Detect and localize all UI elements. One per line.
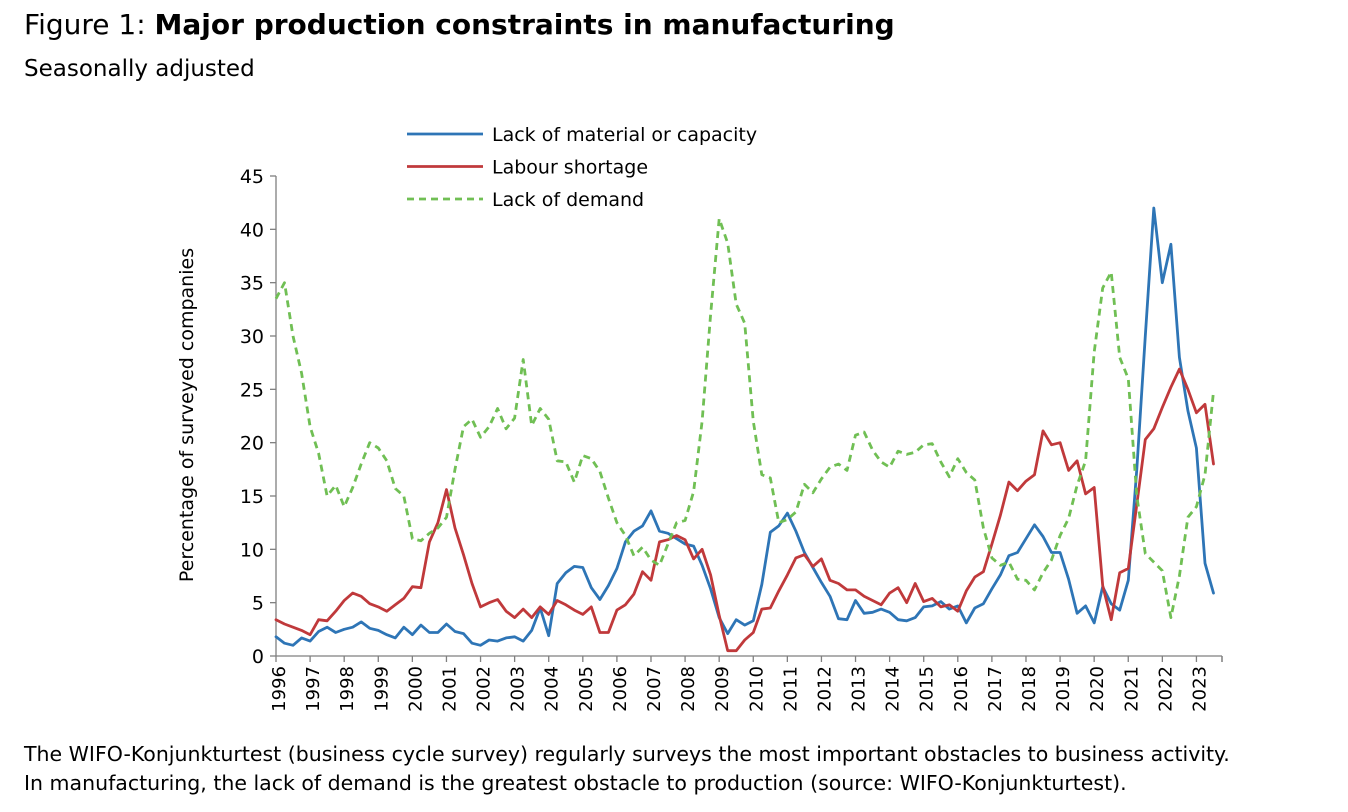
y-tick-label: 30 xyxy=(240,326,264,348)
y-tick-label: 10 xyxy=(240,539,264,561)
y-tick-label: 5 xyxy=(252,593,264,615)
y-tick-label: 25 xyxy=(240,379,264,401)
x-tick-label: 2018 xyxy=(1019,666,1040,712)
caption-line-2: In manufacturing, the lack of demand is … xyxy=(24,771,1127,795)
legend-label: Lack of material or capacity xyxy=(492,124,757,146)
x-tick-label: 2006 xyxy=(610,666,631,712)
x-tick-label: 2001 xyxy=(439,666,460,712)
figure-title: Figure 1: Major production constraints i… xyxy=(24,8,895,41)
x-tick-label: 2020 xyxy=(1087,666,1108,712)
y-tick-label: 45 xyxy=(240,166,264,188)
x-tick-label: 1996 xyxy=(269,666,290,712)
legend-label: Labour shortage xyxy=(492,157,648,179)
y-tick-label: 0 xyxy=(252,646,264,668)
chart-series xyxy=(274,206,1215,653)
x-tick-label: 2023 xyxy=(1189,666,1210,712)
x-tick-label: 2019 xyxy=(1053,666,1074,712)
x-tick-label: 1997 xyxy=(303,666,324,712)
y-tick-label: 20 xyxy=(240,433,264,455)
chart-legend: Lack of material or capacity Labour short… xyxy=(407,124,757,211)
figure-title-text: Major production constraints in manufact… xyxy=(154,8,895,41)
series-line-2 xyxy=(274,367,1215,653)
caption-line-1: The WIFO-Konjunkturtest (business cycle … xyxy=(24,742,1230,766)
figure-caption: The WIFO-Konjunkturtest (business cycle … xyxy=(24,740,1344,798)
y-tick-label: 35 xyxy=(240,273,264,295)
x-tick-label: 2015 xyxy=(917,666,938,712)
x-tick-label: 2007 xyxy=(644,666,665,712)
line-chart: 0 5 10 15 20 25 30 35 40 45 1996 1997 1998 1999 2000 20… xyxy=(176,124,1223,712)
x-tick-label: 2021 xyxy=(1121,666,1142,712)
y-axis-label: Percentage of surveyed companies xyxy=(176,248,198,582)
x-tick-label: 2017 xyxy=(985,666,1006,712)
x-tick-label: 2009 xyxy=(712,666,733,712)
series-line-3 xyxy=(274,217,1215,619)
x-tick-label: 2008 xyxy=(678,666,699,712)
x-tick-label: 2014 xyxy=(883,666,904,712)
y-tick-label: 15 xyxy=(240,486,264,508)
x-tick-label: 2022 xyxy=(1155,666,1176,712)
x-tick-label: 1999 xyxy=(371,666,392,712)
x-tick-label: 2011 xyxy=(780,666,801,712)
x-tick-label: 2004 xyxy=(542,666,563,712)
y-tick-label: 40 xyxy=(240,219,264,241)
series-line-1 xyxy=(274,206,1215,647)
x-tick-label: 2010 xyxy=(746,666,767,712)
x-tick-label: 2016 xyxy=(951,666,972,712)
x-tick-label: 2012 xyxy=(814,666,835,712)
x-tick-label: 1998 xyxy=(337,666,358,712)
figure-subtitle: Seasonally adjusted xyxy=(24,56,255,82)
x-tick-label: 2000 xyxy=(405,666,426,712)
x-tick-label: 2003 xyxy=(508,666,529,712)
x-tick-label: 2005 xyxy=(576,666,597,712)
chart-axes: 0 5 10 15 20 25 30 35 40 45 1996 1997 1998 1999 2000 20… xyxy=(240,166,1223,712)
x-tick-label: 2013 xyxy=(849,666,870,712)
x-tick-label: 2002 xyxy=(474,666,495,712)
figure-label: Figure 1: xyxy=(24,8,146,41)
legend-label: Lack of demand xyxy=(492,189,644,211)
